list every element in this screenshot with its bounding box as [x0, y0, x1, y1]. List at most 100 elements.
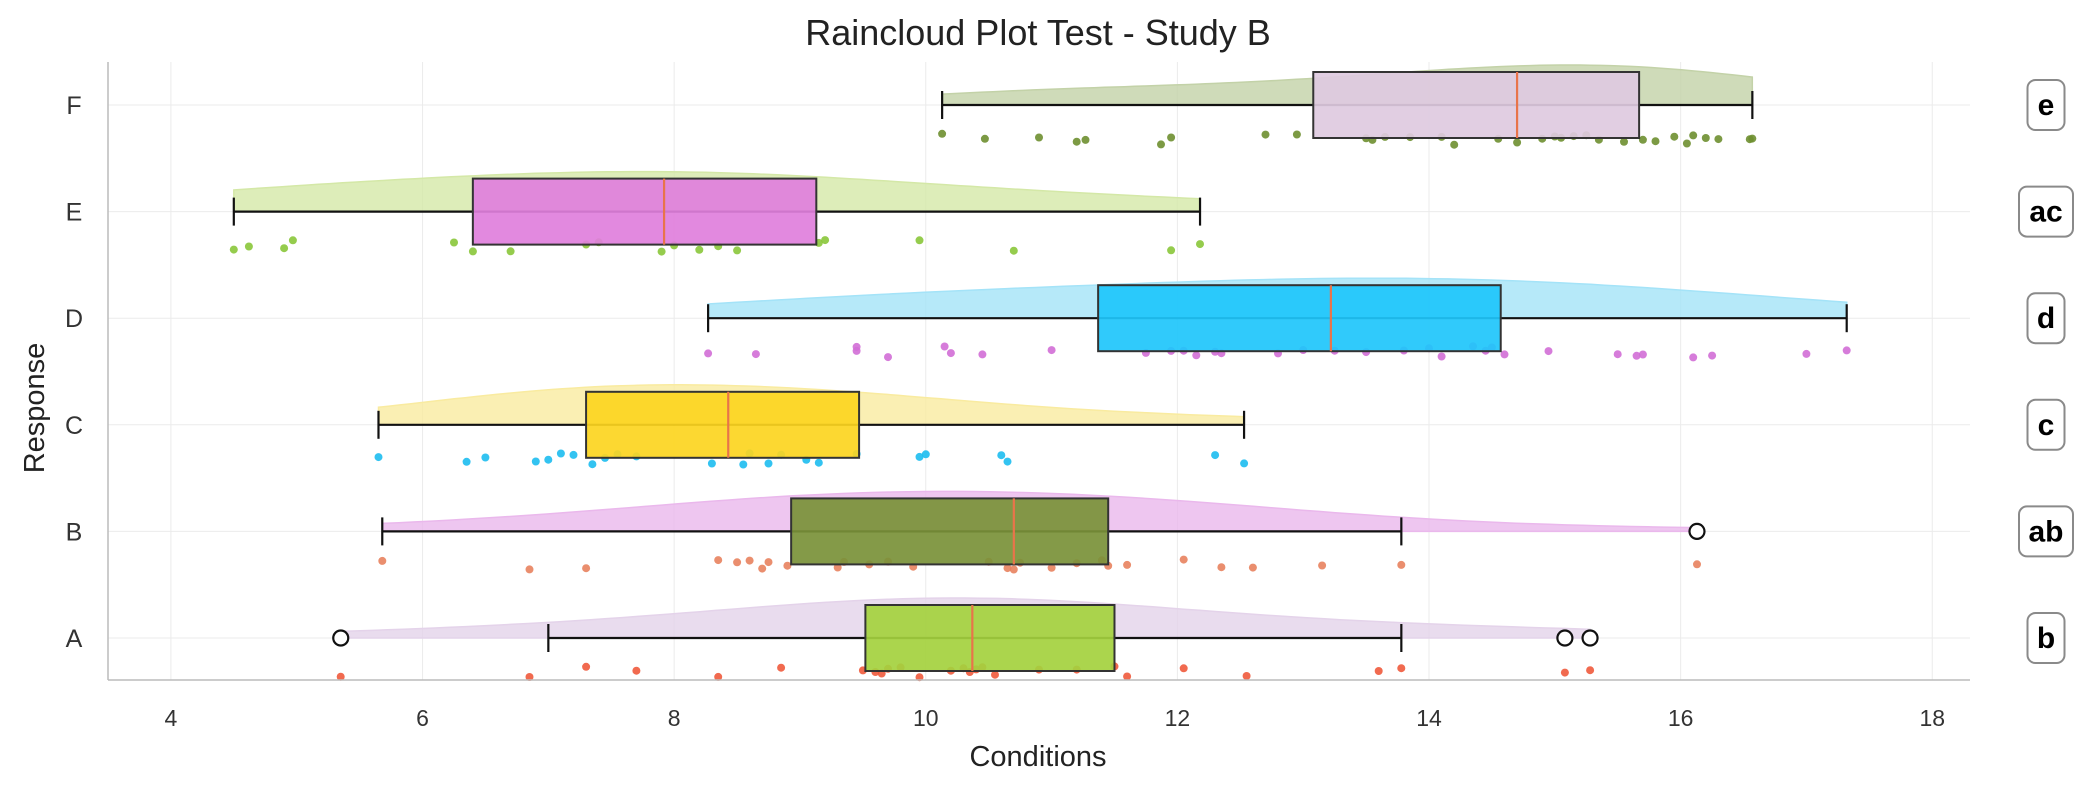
rain-point-A	[1397, 664, 1406, 673]
rain-point-F	[1651, 137, 1660, 146]
rain-point-C	[921, 450, 930, 459]
rain-point-E	[821, 236, 830, 245]
rain-point-E	[1196, 240, 1204, 249]
rain-point-C	[374, 453, 383, 462]
rain-point-B	[1248, 563, 1257, 572]
rain-point-D	[946, 349, 955, 358]
box-E	[471, 177, 818, 246]
y-axis-label: Response	[19, 343, 51, 474]
rain-point-F	[1701, 134, 1710, 142]
rain-point-A	[1374, 667, 1383, 675]
rain-point-C	[1211, 451, 1220, 460]
rain-point-D	[1842, 346, 1851, 355]
rain-point-F	[1689, 131, 1698, 140]
rain-point-B	[833, 563, 842, 572]
letter-badge-D	[2026, 292, 2066, 345]
rain-point-F	[1638, 135, 1647, 144]
rain-point-A	[1242, 672, 1251, 680]
x-tick-label: 16	[1668, 705, 1694, 731]
rain-point-E	[244, 242, 253, 251]
rain-point-C	[1003, 457, 1012, 466]
rain-point-C	[569, 450, 578, 459]
rain-point-D	[884, 353, 892, 362]
rain-point-F	[1081, 135, 1090, 144]
rain-point-C	[997, 451, 1006, 460]
rain-point-F	[1682, 139, 1691, 148]
x-tick-label: 4	[165, 705, 178, 731]
rain-point-F	[938, 129, 947, 138]
rain-point-D	[1632, 351, 1641, 360]
rain-point-D	[852, 346, 861, 355]
outlier-A	[332, 629, 350, 647]
rain-point-A	[336, 672, 345, 681]
rain-point-F	[1035, 133, 1043, 142]
rain-point-A	[525, 673, 534, 681]
rain-point-D	[940, 342, 949, 351]
rain-point-D	[1544, 347, 1553, 356]
box-A	[864, 604, 1116, 672]
rain-point-B	[764, 558, 773, 567]
letter-text-C: c	[2038, 409, 2055, 442]
y-tick-label: D	[65, 305, 83, 333]
rain-point-F	[1157, 140, 1165, 149]
rain-point-D	[704, 349, 713, 358]
outlier-B	[1688, 522, 1706, 541]
letter-badge-B	[2018, 505, 2074, 558]
letter-badge-A	[2026, 612, 2066, 664]
y-tick-label: A	[66, 625, 83, 653]
rain-point-A	[777, 663, 786, 672]
rain-point-B	[733, 558, 742, 567]
y-tick-label: C	[65, 412, 83, 440]
letter-text-B: ab	[2028, 515, 2063, 548]
rain-point-B	[582, 564, 591, 573]
y-tick-label: B	[66, 518, 83, 546]
letter-text-A: b	[2037, 622, 2055, 655]
rain-point-E	[657, 247, 666, 256]
rain-point-B	[525, 565, 534, 574]
axes: 4 6 8 10 12 14 16 18 A B C D E F	[65, 62, 1970, 731]
x-tick-label: 10	[913, 705, 939, 731]
rain-point-C	[764, 459, 773, 468]
rain-point-F	[1450, 140, 1459, 149]
y-tick-label: F	[66, 92, 81, 120]
rain-point-A	[632, 666, 641, 675]
rain-point-E	[915, 236, 924, 245]
rain-point-B	[714, 556, 723, 565]
rain-point-D	[1689, 353, 1698, 362]
rain-point-F	[1513, 138, 1522, 147]
x-tick-label: 6	[416, 705, 429, 731]
boxplots	[232, 71, 1848, 672]
rain-point-E	[1009, 246, 1018, 255]
rain-point-F	[1167, 133, 1176, 142]
rain-point-C	[814, 458, 823, 467]
rain-point-F	[1670, 132, 1679, 141]
rain-point-F	[1072, 137, 1081, 146]
rain-point-C	[481, 453, 490, 462]
letter-badge-E	[2018, 185, 2074, 238]
rain-point-C	[739, 460, 748, 469]
rain-point-A	[582, 662, 591, 671]
rain-point-E	[229, 245, 238, 254]
rain-point-D	[1708, 351, 1717, 360]
rain-point-A	[714, 672, 723, 681]
rain-point-D	[1802, 349, 1811, 358]
rain-point-E	[280, 244, 289, 253]
rain-point-F	[1292, 130, 1301, 139]
letter-text-E: ac	[2029, 196, 2062, 229]
letter-badge-C	[2026, 398, 2066, 451]
x-tick-label: 8	[668, 705, 681, 731]
rain-point-E	[450, 238, 458, 247]
rain-point-D	[1047, 346, 1056, 355]
group-letters: b ab c d ac e	[2018, 79, 2074, 664]
rain-point-E	[506, 247, 515, 256]
rain-point-E	[695, 245, 704, 254]
rain-point-A	[915, 673, 924, 682]
rain-point-F	[1714, 135, 1723, 144]
chart-title: Raincloud Plot Test - Study B	[805, 12, 1271, 53]
rain-point-D	[1638, 350, 1647, 359]
rain-point-C	[707, 459, 716, 468]
rain-point-E	[468, 247, 477, 256]
rain-point-D	[1192, 351, 1201, 360]
rain-point-E	[733, 246, 742, 255]
